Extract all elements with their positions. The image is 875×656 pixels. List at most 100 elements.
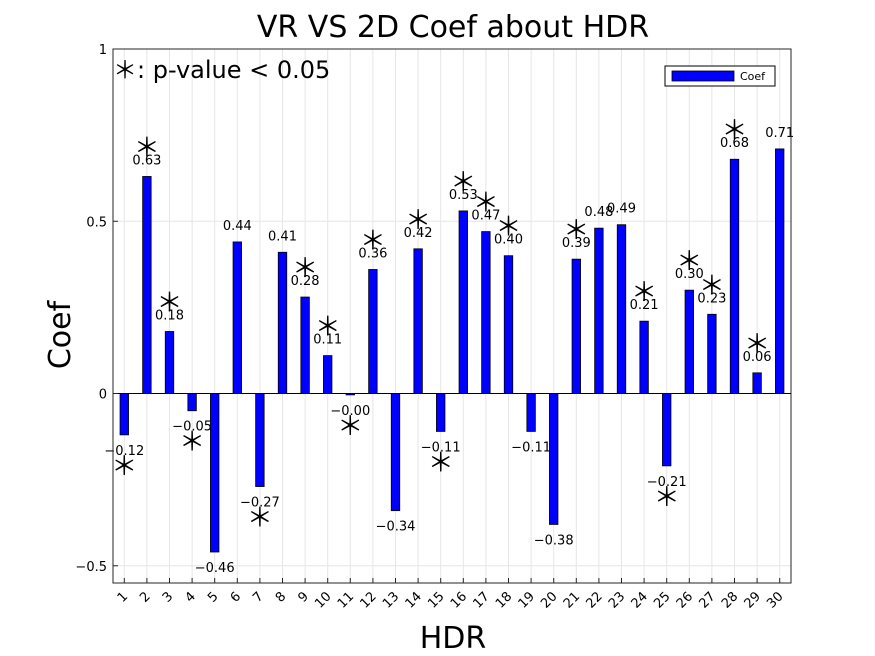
x-tick-label: 9	[295, 589, 311, 605]
significance-star: ＊	[337, 412, 363, 442]
significance-star: ＊	[473, 189, 499, 219]
significance-star: ＊	[405, 206, 431, 236]
x-tick-label: 18	[493, 589, 515, 611]
bar-value-label: 0.39	[562, 236, 591, 251]
bar	[368, 269, 378, 394]
bar	[481, 231, 491, 394]
x-tick-label: 6	[228, 589, 244, 605]
bar	[571, 258, 581, 394]
bars	[119, 148, 785, 553]
x-tick-label: 1	[115, 589, 131, 605]
bar	[164, 331, 175, 394]
x-tick-label: 7	[250, 589, 266, 605]
bar-value-label: 0.42	[404, 226, 433, 241]
significance-note: ＊: p-value < 0.05	[113, 56, 330, 84]
significance-star: ＊	[179, 428, 205, 458]
bar	[752, 372, 762, 394]
significance-star: ＊	[111, 452, 137, 482]
bar	[684, 289, 694, 394]
bar-value-label: −0.34	[376, 520, 416, 535]
bar-labels: −0.12 0.63 0.18 −0.05 −0.46 0.44 −0.27 0.41 0.28…	[104, 126, 794, 576]
bar	[187, 393, 197, 412]
significance-star: ＊	[495, 213, 521, 243]
bar-value-label: 0.68	[720, 136, 749, 151]
bar	[277, 251, 288, 394]
significance-star: ＊	[631, 278, 657, 308]
bar-value-label: −0.46	[195, 561, 235, 576]
bar	[436, 393, 446, 432]
x-tick-label: 5	[205, 589, 221, 605]
bar	[323, 355, 333, 394]
bar-value-label: −0.11	[511, 440, 551, 455]
bar-value-label: −0.12	[104, 444, 144, 459]
x-tick-label: 15	[425, 589, 447, 611]
bar-value-label: 0.11	[313, 333, 342, 348]
x-tick-label: 8	[273, 589, 289, 605]
y-tick-label: −0.5	[75, 560, 107, 575]
y-axis-ticks: −0.5 0 0.5 1	[75, 43, 118, 575]
legend-label: Coef	[740, 70, 766, 83]
bar-value-label: −0.11	[421, 440, 461, 455]
bar-value-label: 0.49	[607, 202, 636, 217]
bar	[707, 313, 717, 394]
bar-value-label: 0.63	[132, 153, 161, 168]
x-tick-label: 25	[651, 589, 673, 611]
significance-star: ＊	[744, 330, 770, 360]
significance-star: ＊	[676, 247, 702, 277]
plot-frame	[112, 48, 792, 584]
x-tick-label: 2	[137, 589, 153, 605]
bar	[662, 393, 672, 467]
bar-value-label: −0.00	[330, 404, 370, 419]
chart-title: VR VS 2D Coef about HDR	[257, 10, 649, 45]
x-tick-label: 13	[380, 589, 402, 611]
x-tick-label: 22	[583, 589, 605, 611]
x-tick-label: 29	[742, 589, 764, 611]
x-tick-label: 3	[160, 589, 176, 605]
bar	[210, 393, 220, 553]
bar	[119, 393, 129, 436]
significance-star: ＊	[654, 483, 680, 513]
significance-star: ＊	[134, 133, 160, 163]
significance-star: ＊	[292, 254, 318, 284]
x-tick-label: 11	[335, 589, 357, 611]
bar	[255, 393, 265, 487]
bar-value-label: 0.06	[743, 350, 772, 365]
significance-star: ＊	[315, 313, 341, 343]
x-tick-label: 14	[403, 589, 425, 611]
bar	[142, 176, 152, 394]
bar-value-label: 0.47	[471, 209, 500, 224]
bar	[232, 241, 242, 394]
bar-value-label: 0.71	[765, 126, 794, 141]
bar	[775, 148, 785, 394]
bar	[729, 158, 740, 394]
bar-value-label: 0.18	[155, 309, 184, 324]
bar	[526, 393, 536, 432]
significance-markers: ＊＊＊＊＊＊＊＊＊＊＊＊＊＊ ＊＊＊＊＊＊＊	[111, 116, 770, 533]
y-axis-label: Coef	[43, 299, 78, 369]
y-tick-label: 0.5	[86, 215, 107, 230]
significance-star: ＊	[563, 216, 589, 246]
bar-value-label: −0.05	[172, 420, 212, 435]
significance-star: ＊	[428, 448, 454, 478]
bar-value-label: 0.53	[449, 188, 478, 203]
x-tick-label: 21	[561, 589, 583, 611]
x-tick-label: 19	[516, 589, 538, 611]
bar-value-label: 0.44	[223, 219, 252, 234]
bar-value-label: −0.27	[240, 496, 280, 511]
significance-star: ＊	[156, 289, 182, 319]
x-tick-label: 17	[470, 589, 492, 611]
x-tick-label: 26	[674, 589, 696, 611]
x-tick-label: 27	[696, 589, 718, 611]
bar-value-label: 0.28	[291, 274, 320, 289]
significance-star: ＊	[721, 116, 747, 146]
bar-value-label: 0.23	[697, 291, 726, 306]
bar	[300, 296, 310, 394]
x-tick-label: 10	[312, 589, 334, 611]
bar	[616, 224, 627, 394]
bar	[413, 248, 423, 394]
x-tick-label: 4	[182, 589, 198, 605]
significance-star: ＊	[450, 168, 476, 198]
bar-value-label: 0.30	[675, 267, 704, 282]
bar-value-label: 0.40	[494, 233, 523, 248]
